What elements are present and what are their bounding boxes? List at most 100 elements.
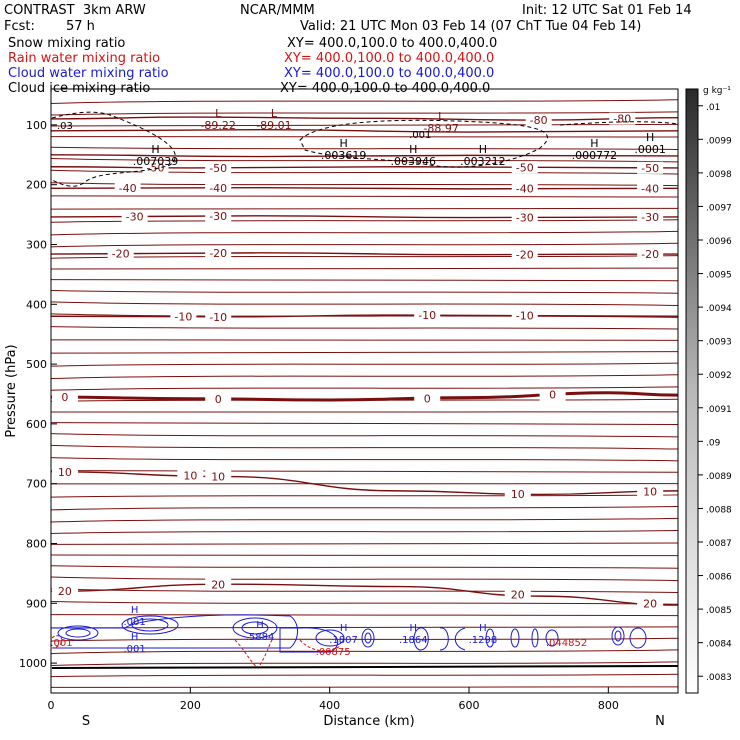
legend-cloud-water-name: Cloud water mixing ratio: [8, 66, 169, 81]
cloud-water-contour: [232, 617, 278, 639]
isotherm-label: -10: [174, 311, 192, 324]
cloud-water-contour: [131, 618, 169, 632]
isotherm-minor: [51, 157, 678, 163]
isotherm--30: [51, 215, 678, 219]
isotherm-label: 20: [643, 597, 657, 610]
colorbar-tick-label: .0085: [706, 606, 732, 616]
colorbar-tick-label: .0084: [706, 640, 732, 650]
isotherm-label-bg: [637, 211, 664, 224]
isotherm-label-bg: [525, 114, 552, 127]
isotherm-label: 0: [215, 393, 222, 406]
isotherm-label-bg: [511, 161, 538, 174]
rain-water-label: .044852: [546, 638, 587, 649]
y-tick-label: 500: [26, 358, 47, 371]
precip-contours: [51, 614, 678, 669]
isotherm-label: 20: [511, 589, 525, 602]
extremum-mark: L: [271, 107, 278, 120]
isotherm-label-bg: [107, 247, 134, 260]
colorbar-tick-label: .0095: [706, 271, 732, 281]
isotherm-minor: [51, 207, 678, 210]
isotherm-minor: [51, 470, 678, 473]
extremum-value: .0001: [634, 143, 666, 156]
cloud-water-mark: H: [410, 623, 418, 634]
colorbar-tick-label: .0099: [706, 136, 732, 146]
isotherm-minor: [51, 374, 678, 380]
extremum-mark: L: [438, 110, 445, 123]
isotherm-label: -20: [516, 248, 534, 261]
isotherm-label-bg: [205, 247, 232, 260]
isotherm-minor: [51, 637, 678, 642]
cloud-water-contour: [413, 627, 429, 651]
isotherm-label: -50: [209, 162, 227, 175]
isotherm-label-bg: [205, 470, 232, 483]
isotherm-minor: [51, 517, 678, 523]
isotherm-label-bg: [511, 248, 538, 261]
isotherm-0: [51, 391, 678, 402]
cloud-water-label: .001: [123, 617, 145, 628]
isotherm-label: 10: [211, 470, 225, 483]
model-title: CONTRAST 3km ARW: [4, 3, 146, 18]
isotherm-minor: [51, 542, 678, 545]
isotherm-minor: [51, 279, 678, 282]
isotherm-label-bg: [205, 210, 232, 223]
isotherm-label-bg: [539, 388, 566, 401]
cloud-water-label: .1864: [399, 635, 428, 646]
plot-frame: [50, 88, 679, 694]
extrema-labels: L-89.22L-89.01L-88.97H.003619 H.003946H.0…: [50, 107, 666, 658]
extremum-value: .003619: [321, 149, 367, 162]
isotherm-label-bg: [205, 161, 232, 174]
colorbar-units: g kg⁻¹: [703, 86, 731, 96]
isotherm-label: -10: [516, 310, 534, 323]
rain-water-label: .001: [50, 638, 72, 649]
isotherm-label: -50: [147, 162, 165, 175]
cloud-water-mark: H: [340, 623, 348, 634]
isotherm-label-bg: [51, 466, 78, 479]
cloud-ice-label: .03: [57, 121, 73, 132]
colorbar-tick-label: .0087: [706, 539, 732, 549]
y-tick-label: 600: [26, 418, 47, 431]
colorbar-ticks: .01 .0099 .0098 .0097 .0096 .0095 .0094 .0093 .0…: [698, 103, 732, 683]
legend-snow-name: Snow mixing ratio: [8, 36, 126, 51]
isotherm-label: 10: [58, 466, 72, 479]
isotherm-minor: [51, 494, 678, 498]
isotherm-label: 10: [511, 488, 525, 501]
isotherm-minor: [51, 614, 678, 617]
isotherm-minor: [51, 649, 678, 655]
cloud-water-mark: H: [131, 632, 139, 643]
isotherm-minor: [51, 626, 678, 629]
isotherm-minor: [51, 673, 678, 678]
isotherm-minor: [51, 554, 678, 557]
colorbar-tick-label: .0091: [706, 405, 732, 415]
cloud-water-contour: [65, 628, 91, 638]
extremum-mark: L: [215, 107, 222, 120]
isotherm-label-bg: [511, 309, 538, 322]
isotherm-label: -40: [119, 182, 137, 195]
rain-water-label: .00875: [316, 647, 351, 658]
extremum-value: .003946: [391, 155, 437, 168]
isotherm-label: 20: [211, 578, 225, 591]
isotherm--40: [51, 186, 678, 190]
colorbar-tick-label: .0086: [706, 573, 732, 583]
isotherm-label: -80: [613, 113, 631, 126]
extremum-value: -89.22: [200, 119, 235, 132]
isotherm-label: -40: [516, 183, 534, 196]
cloud-water-contour: [52, 614, 298, 649]
isotherm-label-bg: [205, 393, 232, 406]
isotherm-minor: [51, 289, 678, 294]
colorbar-tick-label: .01: [706, 103, 720, 113]
valid-time: Valid: 21 UTC Mon 03 Feb 14 (07 ChT Tue …: [300, 19, 642, 34]
isotherm-minor: [51, 686, 678, 688]
cloud-ice-contour: [559, 121, 678, 126]
cloud-water-label: .001: [123, 644, 145, 655]
isotherm-label: -30: [516, 211, 534, 224]
ground-surface: [51, 665, 678, 669]
isotherm-minor: [51, 433, 678, 438]
isotherm-label: -10: [209, 311, 227, 324]
isotherm-minor: [51, 362, 678, 367]
x-axis-end-label: N: [655, 714, 665, 729]
cloud-water-contour: [485, 628, 495, 648]
colorbar-tick-label: .0089: [706, 472, 732, 482]
isotherm-minor: [51, 267, 678, 270]
cloud-water-contour: [121, 615, 179, 635]
isotherm-label: 10: [643, 486, 657, 499]
